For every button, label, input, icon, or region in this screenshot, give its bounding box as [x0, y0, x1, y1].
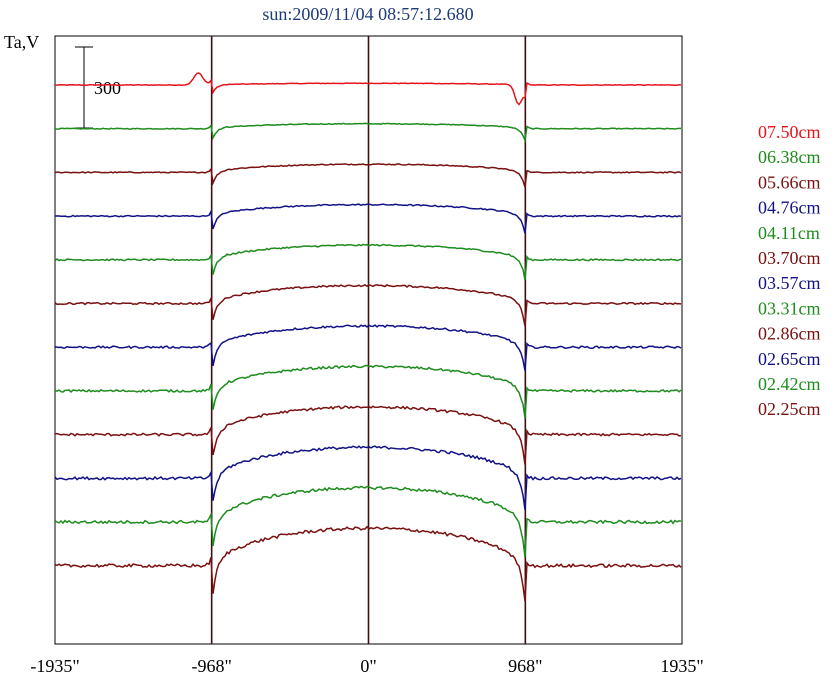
x-tick-label-3: 968" [508, 656, 542, 676]
series-line-07-50cm [54, 72, 682, 106]
legend-entry-8: 02.86cm [758, 324, 821, 344]
series-line-02-86cm [54, 405, 682, 465]
x-tick-labels: -1935" -968" 0" 968" 1935" [30, 656, 703, 676]
x-tick-label-1: -968" [191, 656, 231, 676]
series-line-05-66cm [54, 163, 682, 188]
x-tick-label-0: -1935" [30, 656, 79, 676]
legend-entry-1: 06.38cm [758, 147, 821, 167]
series-line-03-57cm [54, 324, 682, 371]
series-line-04-11cm [54, 243, 682, 281]
legend-entry-6: 03.57cm [758, 273, 821, 293]
series-line-06-38cm [54, 122, 681, 144]
scale-bar: 300 [75, 46, 121, 129]
legend-entry-5: 03.70cm [758, 248, 821, 268]
legend-entry-4: 04.11cm [758, 223, 820, 243]
series-line-02-65cm [54, 445, 682, 510]
chart-title: sun:2009/11/04 08:57:12.680 [262, 4, 473, 24]
legend: 07.50cm 06.38cm 05.66cm 04.76cm 04.11cm 03.70… [758, 122, 821, 419]
legend-entry-3: 04.76cm [758, 198, 821, 218]
series-lines [54, 72, 682, 602]
y-axis-label: Ta,V [4, 32, 39, 52]
legend-entry-9: 02.65cm [758, 349, 821, 369]
legend-entry-0: 07.50cm [758, 122, 821, 142]
legend-entry-2: 05.66cm [758, 172, 821, 192]
x-tick-label-2: 0" [360, 656, 376, 676]
vertical-reference-lines [210, 36, 527, 644]
x-tick-label-4: 1935" [660, 656, 703, 676]
series-line-04-76cm [54, 203, 682, 234]
legend-entry-7: 03.31cm [758, 298, 821, 318]
series-line-03-31cm [54, 364, 682, 419]
legend-entry-11: 02.25cm [758, 399, 821, 419]
legend-entry-10: 02.42cm [758, 374, 821, 394]
series-line-03-70cm [54, 284, 682, 327]
scale-bar-label: 300 [94, 78, 121, 98]
series-line-02-25cm [54, 525, 682, 602]
series-line-02-42cm [54, 485, 682, 558]
